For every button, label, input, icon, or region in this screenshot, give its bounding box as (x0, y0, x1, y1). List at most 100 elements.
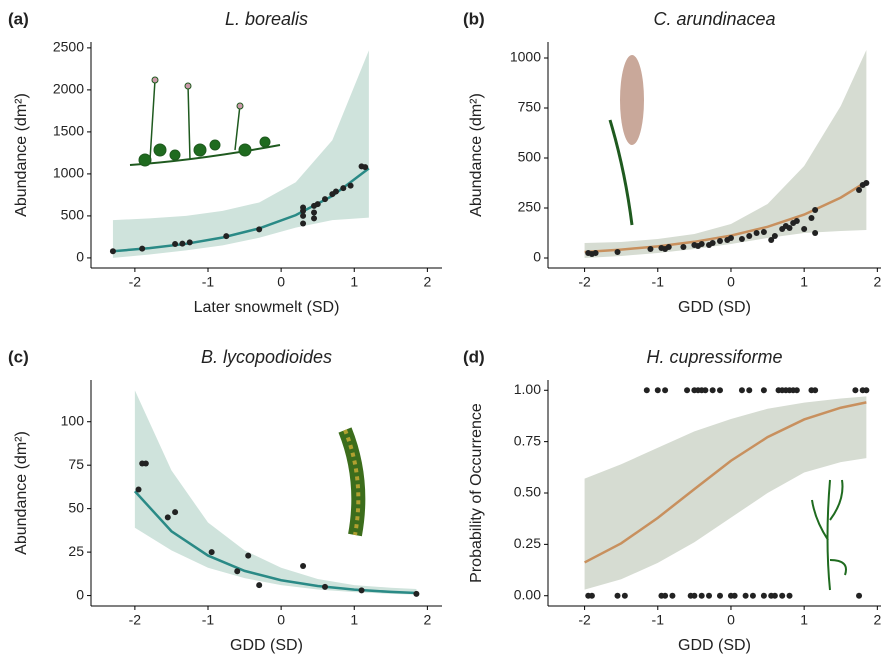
panel: (d) H. cupressiforme GDD (SD) Probability o… (463, 347, 881, 654)
data-point (647, 246, 654, 252)
data-point (256, 582, 263, 589)
y-tick-label: 2500 (53, 39, 84, 55)
x-tick-label: 1 (350, 274, 358, 290)
data-point (300, 563, 307, 570)
data-point (340, 185, 347, 192)
chart-title: H. cupressiforme (646, 347, 782, 367)
data-point (684, 387, 691, 394)
confidence-band (584, 50, 867, 258)
data-point (245, 552, 252, 559)
x-tick-label: 2 (873, 612, 881, 628)
data-point (665, 244, 672, 250)
y-tick-label: 0.75 (514, 432, 541, 448)
data-point (738, 387, 745, 394)
data-point (621, 592, 628, 599)
data-point (347, 182, 354, 189)
y-tick-label: 1000 (53, 165, 84, 181)
x-tick-label: -1 (652, 612, 665, 628)
panel-label: (d) (463, 347, 485, 366)
data-point (749, 592, 756, 599)
data-point (234, 568, 241, 575)
data-point (300, 220, 307, 227)
x-tick-label: 0 (277, 274, 285, 290)
data-point (801, 226, 808, 232)
data-point (760, 592, 767, 599)
panel-label: (a) (8, 9, 29, 28)
x-tick-label: -1 (202, 612, 215, 628)
data-point (856, 592, 863, 599)
data-point (322, 196, 328, 203)
data-point (413, 590, 420, 597)
data-point (812, 387, 819, 394)
data-point (172, 509, 179, 516)
data-point (669, 592, 676, 599)
y-tick-label: 500 (61, 207, 85, 223)
data-point (139, 245, 146, 252)
illustration (608, 55, 644, 226)
x-tick-label: 0 (727, 274, 735, 290)
y-tick-label: 0.00 (514, 586, 541, 602)
y-tick-label: 75 (68, 456, 84, 472)
data-point (812, 230, 819, 236)
data-point (760, 229, 767, 235)
y-tick-label: 2000 (53, 81, 84, 97)
y-axis-label: Abundance (dm²) (13, 93, 30, 217)
data-point (614, 592, 621, 599)
x-tick-label: 1 (800, 274, 808, 290)
panel-label: (c) (8, 347, 29, 366)
data-point (786, 592, 793, 599)
data-point (172, 241, 179, 248)
data-point (746, 387, 753, 394)
y-axis-label: Probability of Occurrence (468, 403, 485, 583)
chart-title: B. lycopodioides (201, 347, 332, 367)
panel: (a) L. borealis Later snowmelt (SD) Abundan… (8, 9, 442, 316)
y-tick-label: 50 (68, 499, 84, 515)
x-tick-label: -1 (202, 274, 215, 290)
fit-line (584, 401, 867, 564)
data-point (256, 226, 263, 233)
data-point (863, 387, 870, 394)
illustration (129, 76, 281, 167)
x-tick-label: 0 (727, 612, 735, 628)
data-point (332, 188, 339, 195)
confidence-band (584, 396, 867, 590)
panel-label: (b) (463, 9, 485, 28)
x-axis-label: GDD (SD) (678, 299, 751, 316)
y-tick-label: 100 (61, 412, 85, 428)
data-point (135, 486, 142, 493)
y-tick-label: 1500 (53, 123, 84, 139)
data-point (164, 514, 171, 521)
data-point (856, 187, 863, 193)
data-point (786, 225, 793, 231)
panel: (c) B. lycopodioides GDD (SD) Abundance (dm… (8, 347, 442, 654)
y-tick-label: 250 (518, 199, 542, 215)
data-point (311, 215, 318, 222)
y-tick-label: 0 (76, 586, 84, 602)
x-tick-label: 2 (423, 274, 431, 290)
y-tick-label: 500 (518, 149, 542, 165)
x-tick-label: -2 (578, 274, 591, 290)
data-point (812, 207, 819, 213)
data-point (768, 237, 775, 243)
data-point (208, 549, 215, 556)
data-point (614, 249, 621, 255)
data-point (753, 230, 760, 236)
data-point (311, 209, 318, 216)
data-point (662, 592, 669, 599)
x-axis-label: GDD (SD) (678, 637, 751, 654)
illustration (338, 427, 366, 537)
data-point (716, 387, 723, 394)
data-point (731, 592, 738, 599)
data-point (702, 387, 709, 394)
x-tick-label: 2 (873, 274, 881, 290)
data-point (738, 236, 745, 242)
data-point (771, 592, 778, 599)
data-point (793, 387, 800, 394)
data-point (746, 233, 753, 239)
panel: (b) C. arundinacea GDD (SD) Abundance (dm²)… (463, 9, 881, 316)
data-point (716, 238, 723, 244)
data-point (592, 250, 599, 256)
x-axis-label: GDD (SD) (230, 637, 303, 654)
x-tick-label: 2 (423, 612, 431, 628)
data-point (691, 592, 698, 599)
